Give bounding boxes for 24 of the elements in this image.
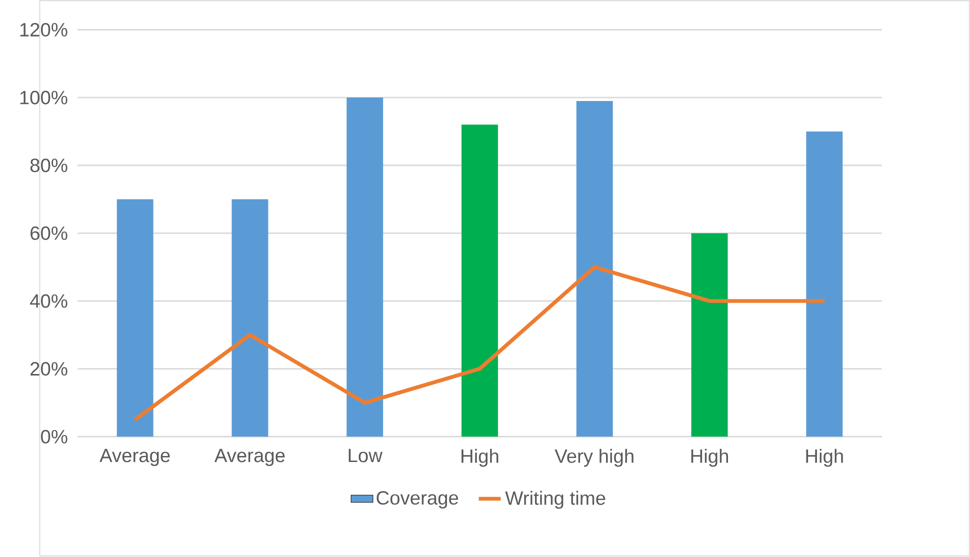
x-tick-label: Very high xyxy=(554,449,634,467)
y-tick-label: 20% xyxy=(30,362,68,376)
bar xyxy=(232,199,268,437)
y-tick-label: 40% xyxy=(30,294,68,308)
bar xyxy=(691,233,728,437)
x-tick-label: High xyxy=(462,449,498,467)
x-tick-label: High xyxy=(691,449,728,467)
bar xyxy=(462,124,498,437)
bar xyxy=(116,199,154,437)
x-tick-label: Average xyxy=(100,449,170,466)
y-tick-label: 0% xyxy=(40,430,68,444)
bar xyxy=(806,132,843,437)
y-tick-label: 120% xyxy=(20,23,68,37)
line-series xyxy=(133,265,826,422)
legend-label: Writing time xyxy=(505,491,606,509)
bar xyxy=(346,98,384,437)
x-tick-label: Low xyxy=(348,449,382,462)
y-tick-label: 60% xyxy=(30,226,68,240)
y-tick-label: 80% xyxy=(30,158,68,172)
x-tick-label: High xyxy=(806,449,843,467)
x-tick-label: Average xyxy=(214,449,285,466)
y-tick-label: 100% xyxy=(20,90,68,105)
bar xyxy=(576,101,613,437)
legend-label: Coverage xyxy=(376,491,458,509)
